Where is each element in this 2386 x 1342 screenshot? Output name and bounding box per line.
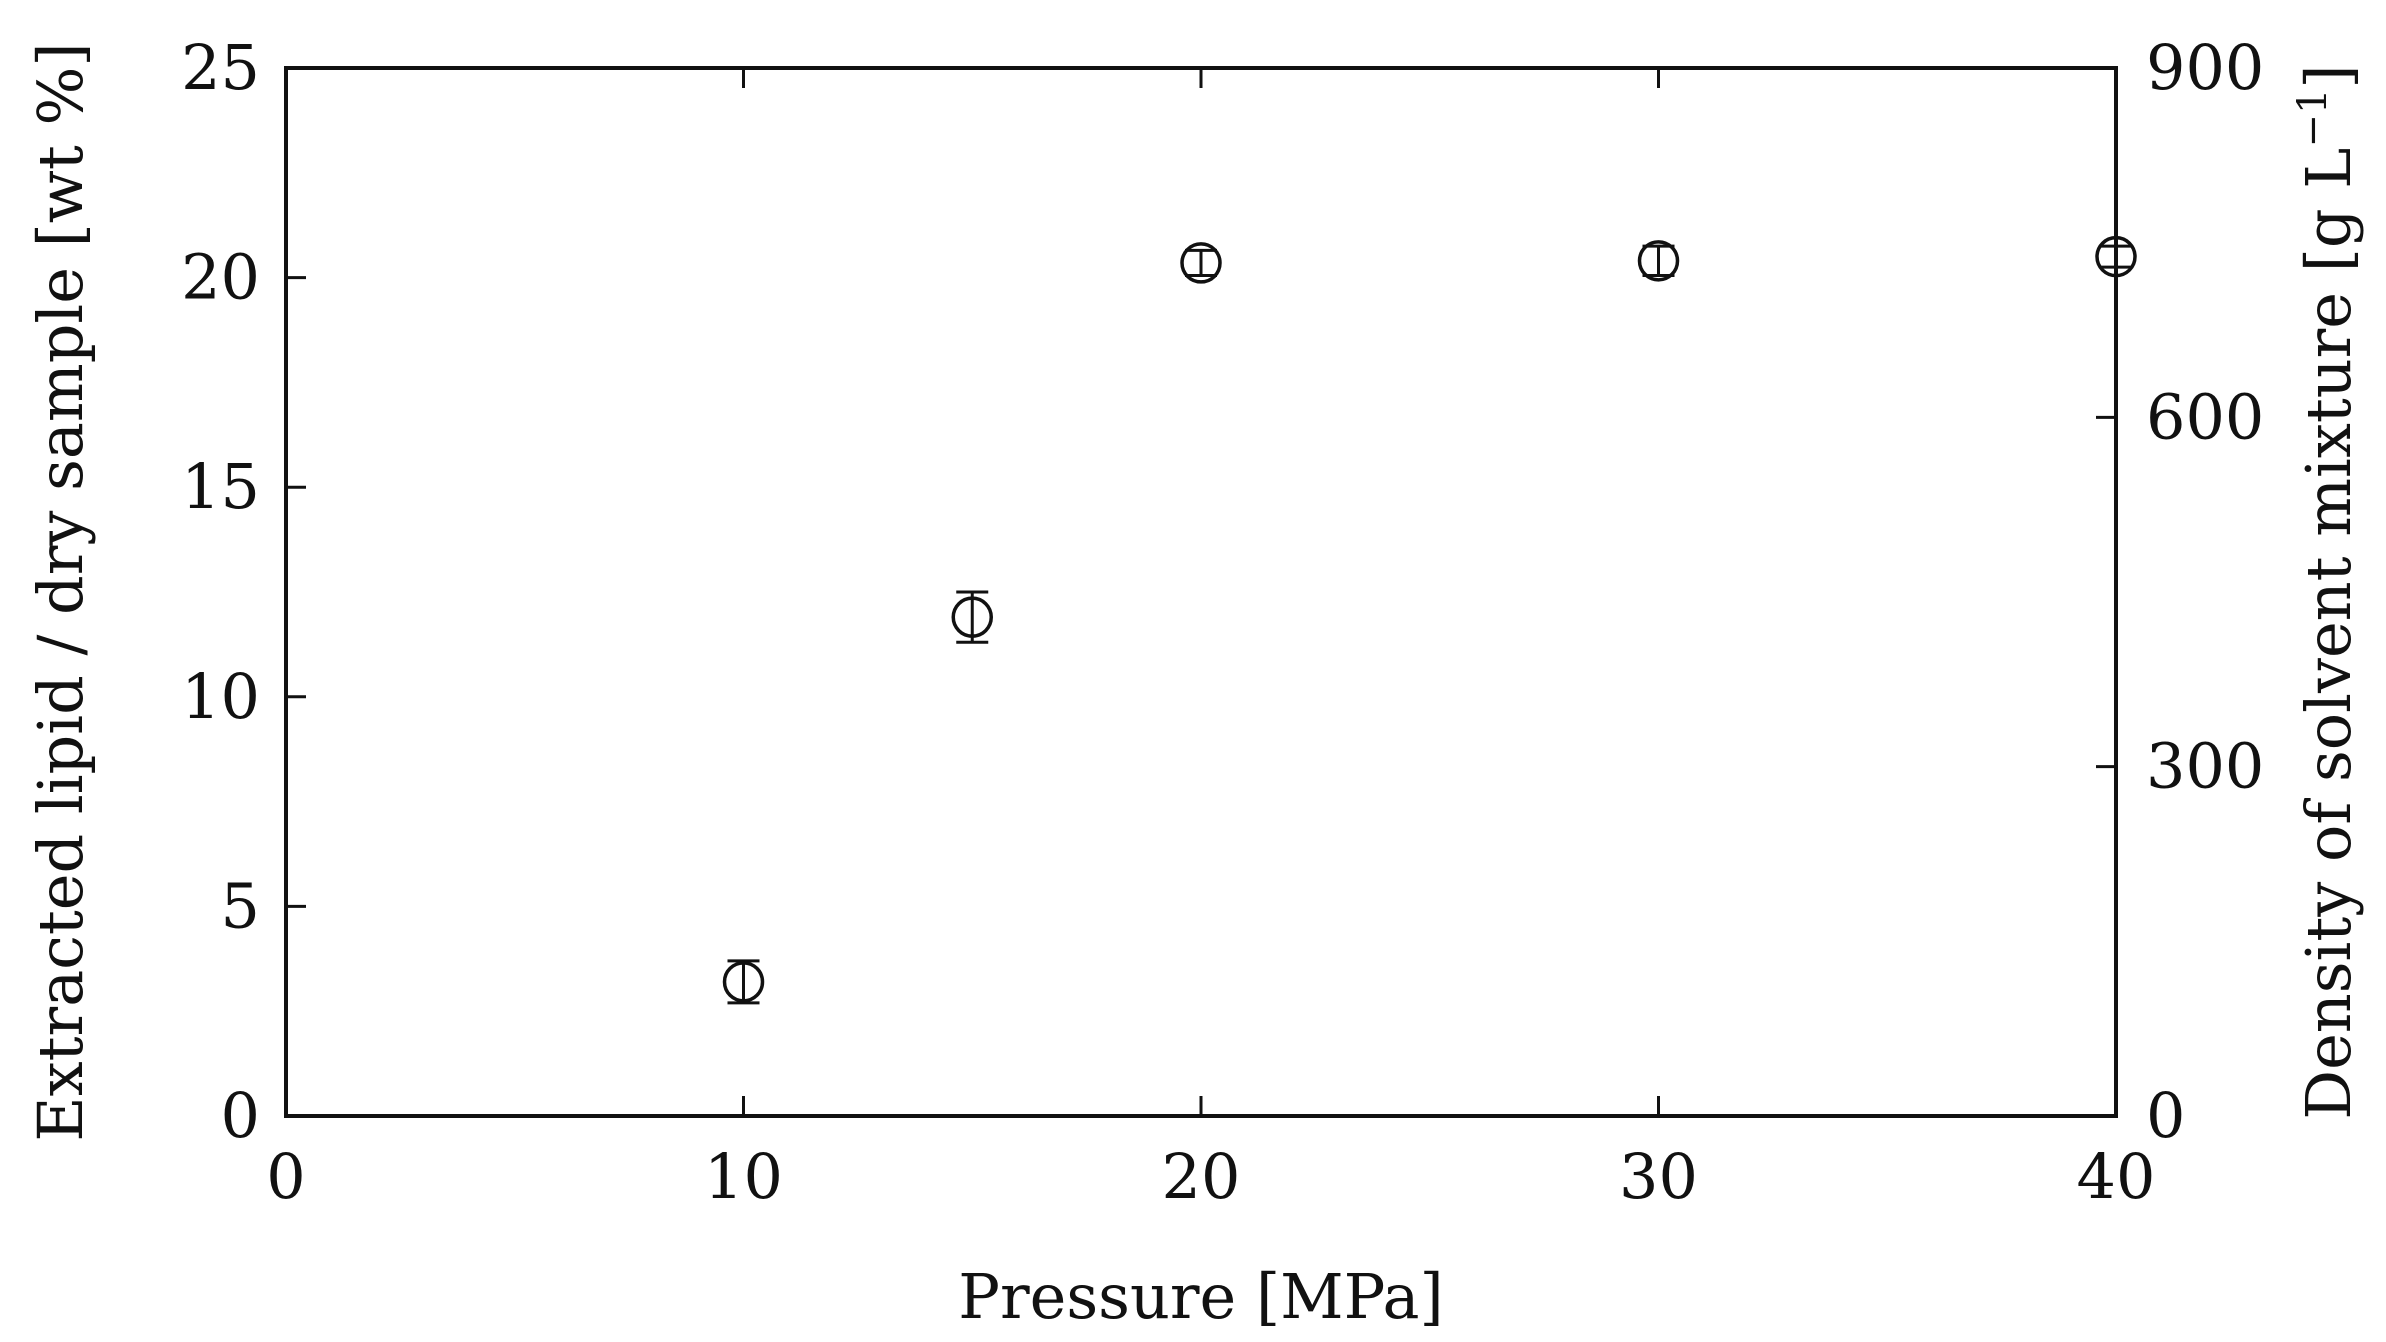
y2-tick-label: 900 xyxy=(2146,31,2264,104)
y2-tick-label: 0 xyxy=(2146,1079,2185,1152)
x-tick-label: 40 xyxy=(2077,1140,2156,1213)
y2-tick-label: 600 xyxy=(2146,380,2264,453)
plot-frame xyxy=(284,66,2118,1118)
y-tick-label: 20 xyxy=(181,241,260,314)
y2-axis-title-end: ] xyxy=(2292,64,2365,88)
data-point xyxy=(1180,242,1222,284)
x-tick-label: 20 xyxy=(1162,1140,1241,1213)
x-axis-title: Pressure [MPa] xyxy=(958,1260,1443,1333)
x-tick-label: 10 xyxy=(704,1140,783,1213)
x-tick-label: 30 xyxy=(1619,1140,1698,1213)
marks-layer xyxy=(722,235,2137,1005)
x-tick-label: 0 xyxy=(266,1140,305,1213)
y-tick-label: 10 xyxy=(181,660,260,733)
data-point xyxy=(722,961,765,1003)
y-tick-label: 5 xyxy=(221,869,260,942)
data-point xyxy=(1637,240,1680,282)
y2-tick-label: 300 xyxy=(2146,730,2264,803)
y-tick-label: 0 xyxy=(221,1079,260,1152)
y-tick-label: 15 xyxy=(181,450,260,523)
y-axis-title: Extracted lipid / dry sample [wt %] xyxy=(24,42,97,1141)
y2-axis-title-main: Density of solvent mixture [g L xyxy=(2292,148,2365,1120)
y-tick-label: 25 xyxy=(181,31,260,104)
y2-axis-title: Density of solvent mixture [g L−1] xyxy=(2290,64,2365,1119)
y2-axis-title-sup: −1 xyxy=(2290,89,2336,148)
data-point xyxy=(951,596,993,638)
